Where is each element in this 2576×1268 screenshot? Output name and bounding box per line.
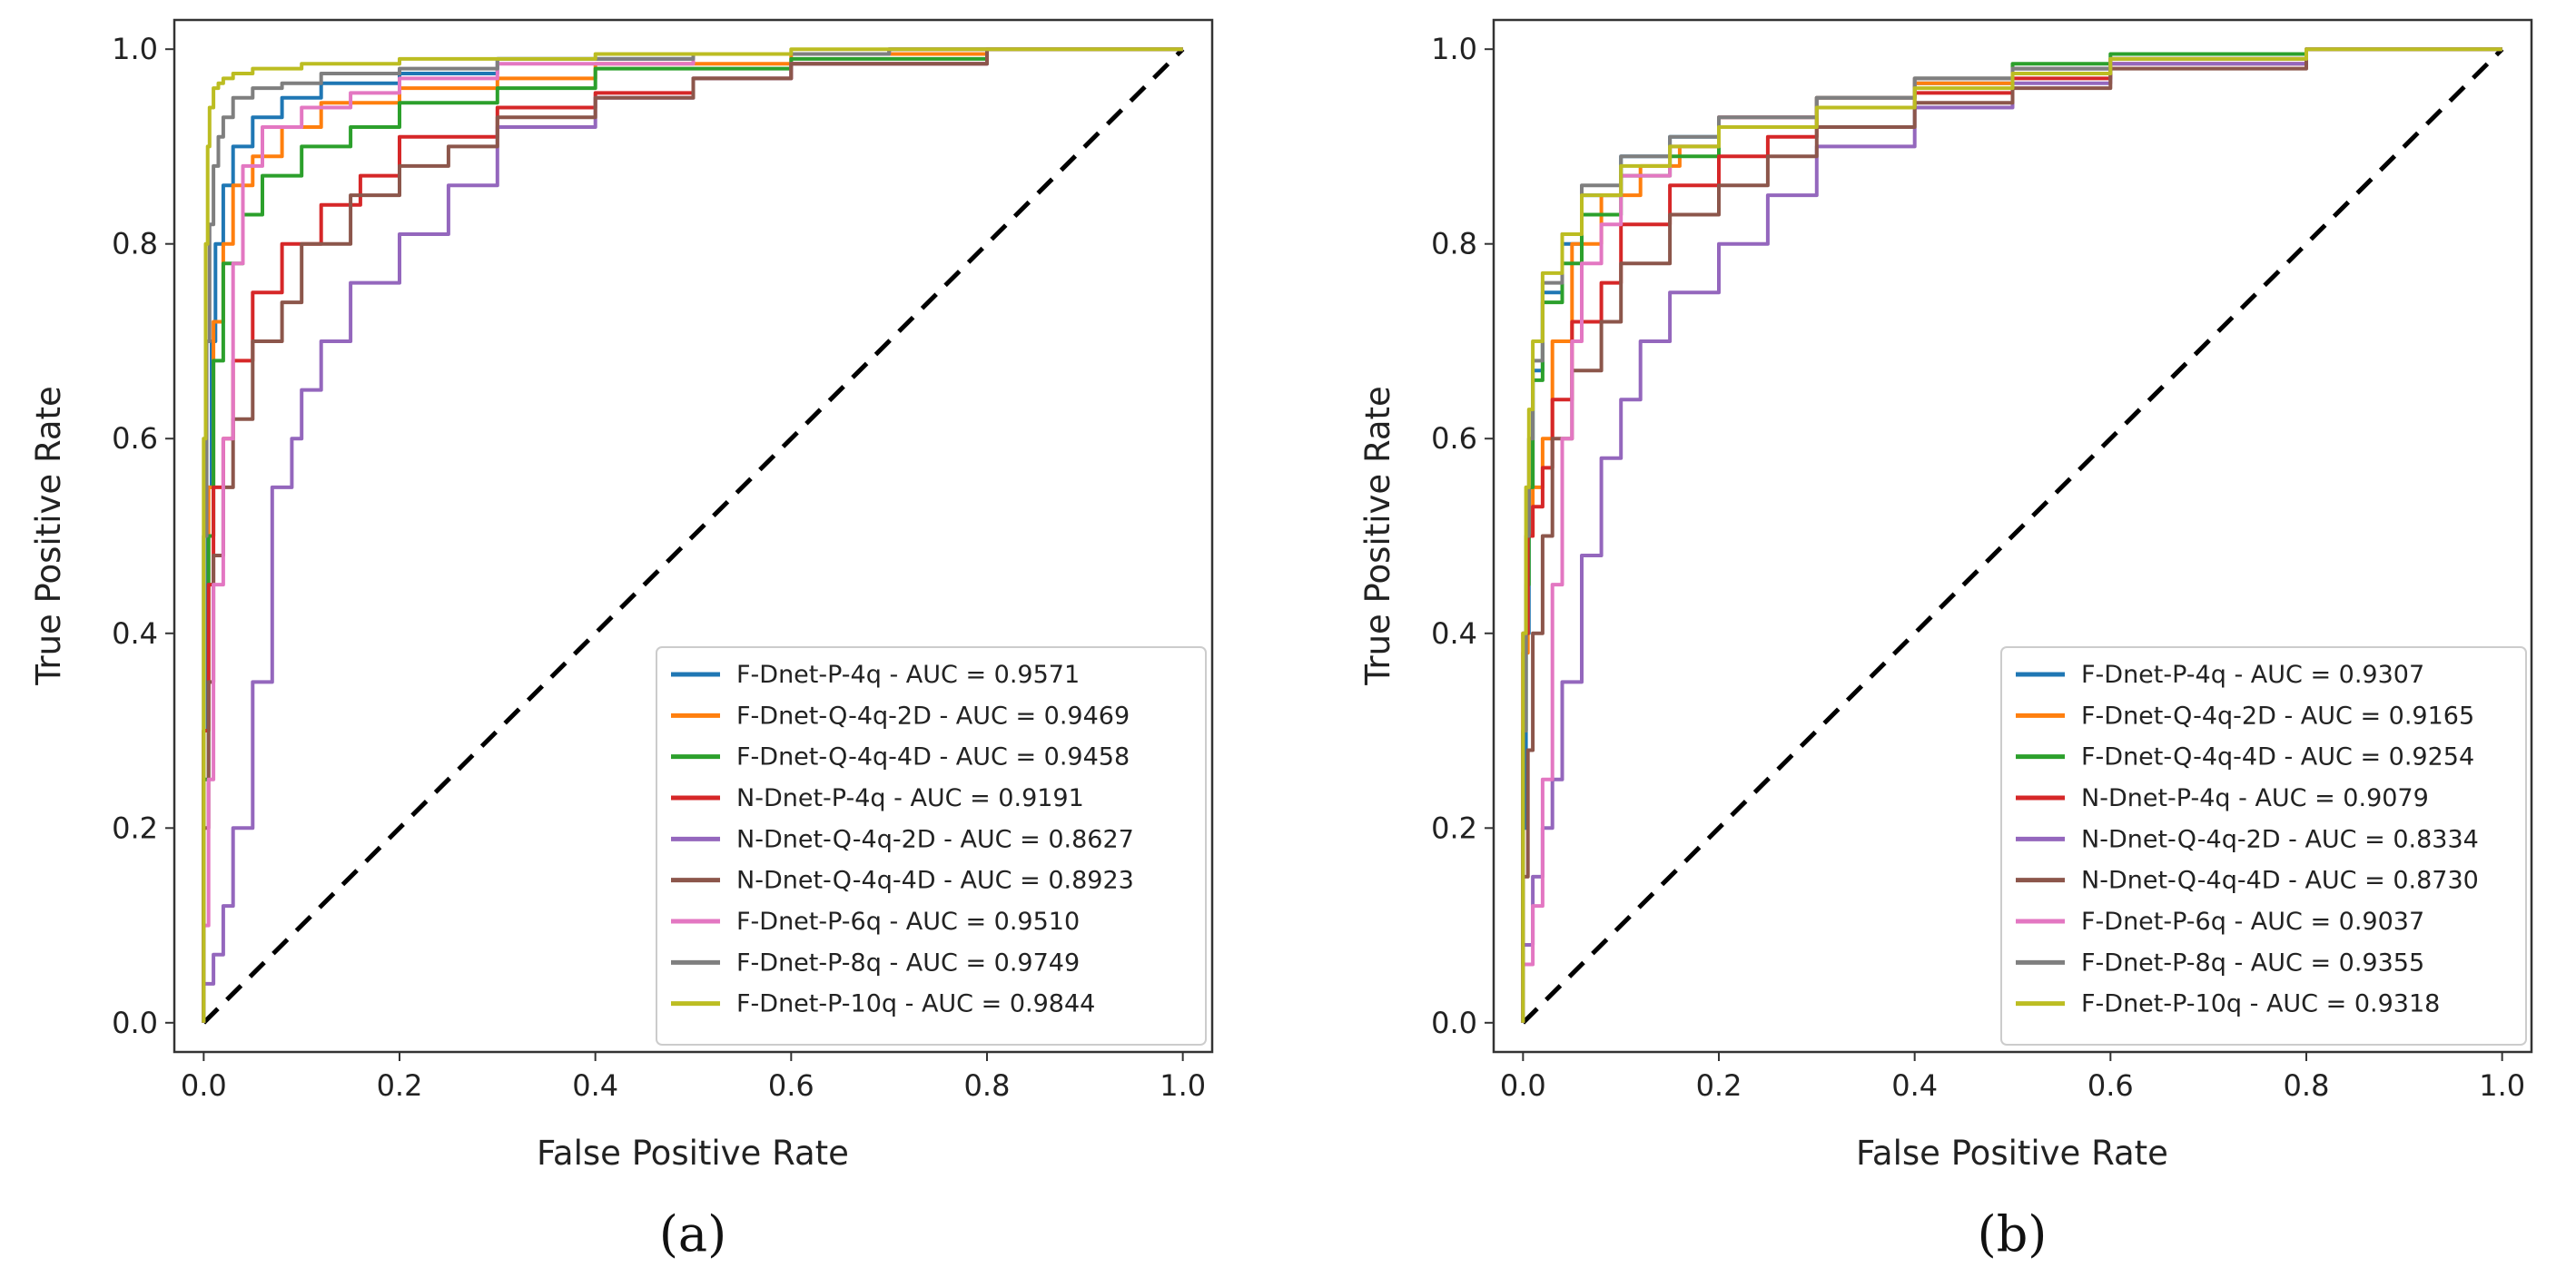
legend-entry-b-9: F-Dnet-P-10q - AUC = 0.9318 bbox=[2081, 990, 2440, 1018]
axis-ticks-b: 0.0 0.2 0.4 0.6 0.8 1.0 0.0 0.2 0.4 0.6 0.8 1.0 bbox=[1431, 32, 2525, 1103]
y-axis-label-b: True Positive Rate bbox=[1358, 386, 1397, 686]
legend-entry-a-8: F-Dnet-P-8q - AUC = 0.9749 bbox=[736, 949, 1080, 977]
legend-entry-b-4: N-Dnet-P-4q - AUC = 0.9079 bbox=[2081, 784, 2429, 812]
x-tick-label-b: 0.4 bbox=[1891, 1068, 1938, 1103]
y-tick-label-a: 0.8 bbox=[112, 227, 158, 261]
x-tick-label-a: 0.0 bbox=[181, 1068, 227, 1103]
roc-curves-b bbox=[1521, 47, 2502, 1023]
panel-label-a: (a) bbox=[659, 1205, 726, 1263]
legend-entry-b-1: F-Dnet-P-4q - AUC = 0.9307 bbox=[2081, 661, 2424, 689]
panel-label-b: (b) bbox=[1978, 1205, 2048, 1263]
y-tick-label-b: 0.2 bbox=[1431, 811, 1477, 845]
x-tick-label-a: 0.2 bbox=[377, 1068, 423, 1103]
roc-curve-b-9 bbox=[1521, 47, 2502, 1023]
y-tick-label-b: 0.4 bbox=[1431, 616, 1477, 651]
y-tick-label-b: 0.6 bbox=[1431, 421, 1477, 456]
legend-entry-a-1: F-Dnet-P-4q - AUC = 0.9571 bbox=[736, 661, 1080, 689]
legend-entry-b-2: F-Dnet-Q-4q-2D - AUC = 0.9165 bbox=[2081, 702, 2474, 730]
y-tick-label-a: 0.0 bbox=[112, 1006, 158, 1040]
legend-a: F-Dnet-P-4q - AUC = 0.9571 F-Dnet-Q-4q-2D… bbox=[656, 646, 1207, 1046]
axis-ticks-a: 0.0 0.2 0.4 0.6 0.8 1.0 0.0 0.2 0.4 0.6 0.8 1.0 bbox=[112, 32, 1206, 1103]
x-tick-label-a: 0.6 bbox=[768, 1068, 814, 1103]
chance-diagonal-b bbox=[1521, 47, 2504, 1025]
legend-box-b bbox=[2000, 646, 2527, 1046]
x-tick-label-b: 0.2 bbox=[1696, 1068, 1742, 1103]
roc-curve-a-6 bbox=[202, 47, 1183, 1023]
legend-entry-b-7: F-Dnet-P-6q - AUC = 0.9037 bbox=[2081, 908, 2424, 936]
x-axis-label-a: False Positive Rate bbox=[537, 1134, 849, 1173]
panel-b: 0.0 0.2 0.4 0.6 0.8 1.0 0.0 0.2 0.4 0.6 0.8 1.0 F-D… bbox=[1358, 18, 2533, 1263]
y-tick-label-a: 1.0 bbox=[112, 32, 158, 66]
legend-entry-a-5: N-Dnet-Q-4q-2D - AUC = 0.8627 bbox=[736, 825, 1134, 853]
legend-entry-a-6: N-Dnet-Q-4q-4D - AUC = 0.8923 bbox=[736, 867, 1134, 895]
roc-curve-a-3 bbox=[202, 47, 1183, 1023]
legend-entry-a-9: F-Dnet-P-10q - AUC = 0.9844 bbox=[736, 990, 1095, 1018]
x-tick-label-a: 1.0 bbox=[1160, 1068, 1206, 1103]
legend-entry-a-2: F-Dnet-Q-4q-2D - AUC = 0.9469 bbox=[736, 702, 1130, 730]
x-tick-label-b: 0.0 bbox=[1500, 1068, 1546, 1103]
chance-diagonal-a bbox=[202, 47, 1185, 1025]
legend-box-a bbox=[656, 646, 1207, 1046]
roc-curves-a bbox=[202, 47, 1183, 1023]
x-axis-label-b: False Positive Rate bbox=[1856, 1134, 2168, 1173]
legend-b: F-Dnet-P-4q - AUC = 0.9307 F-Dnet-Q-4q-2D… bbox=[2000, 646, 2527, 1046]
legend-entry-a-4: N-Dnet-P-4q - AUC = 0.9191 bbox=[736, 784, 1084, 812]
y-axis-label-a: True Positive Rate bbox=[29, 386, 68, 686]
roc-curve-b-6 bbox=[1521, 47, 2502, 1023]
y-tick-label-b: 0.8 bbox=[1431, 227, 1477, 261]
panel-a: 0.0 0.2 0.4 0.6 0.8 1.0 0.0 0.2 0.4 0.6 0.8 1.0 F-D… bbox=[29, 18, 1214, 1263]
legend-entry-a-7: F-Dnet-P-6q - AUC = 0.9510 bbox=[736, 908, 1080, 936]
legend-entry-b-6: N-Dnet-Q-4q-4D - AUC = 0.8730 bbox=[2081, 867, 2479, 895]
y-tick-label-a: 0.2 bbox=[112, 811, 158, 845]
x-tick-label-b: 1.0 bbox=[2479, 1068, 2525, 1103]
x-tick-label-a: 0.4 bbox=[572, 1068, 618, 1103]
x-tick-label-a: 0.8 bbox=[964, 1068, 1011, 1103]
y-tick-label-a: 0.4 bbox=[112, 616, 158, 651]
legend-entry-b-3: F-Dnet-Q-4q-4D - AUC = 0.9254 bbox=[2081, 743, 2474, 772]
y-tick-label-a: 0.6 bbox=[112, 421, 158, 456]
y-tick-label-b: 0.0 bbox=[1431, 1006, 1477, 1040]
y-tick-label-b: 1.0 bbox=[1431, 32, 1477, 66]
legend-entry-a-3: F-Dnet-Q-4q-4D - AUC = 0.9458 bbox=[736, 743, 1130, 772]
roc-curve-a-7 bbox=[202, 47, 1183, 1023]
roc-curve-a-9 bbox=[202, 47, 1183, 1023]
x-tick-label-b: 0.8 bbox=[2284, 1068, 2330, 1103]
legend-entry-b-5: N-Dnet-Q-4q-2D - AUC = 0.8334 bbox=[2081, 825, 2479, 853]
legend-entry-b-8: F-Dnet-P-8q - AUC = 0.9355 bbox=[2081, 949, 2424, 977]
x-tick-label-b: 0.6 bbox=[2087, 1068, 2134, 1103]
